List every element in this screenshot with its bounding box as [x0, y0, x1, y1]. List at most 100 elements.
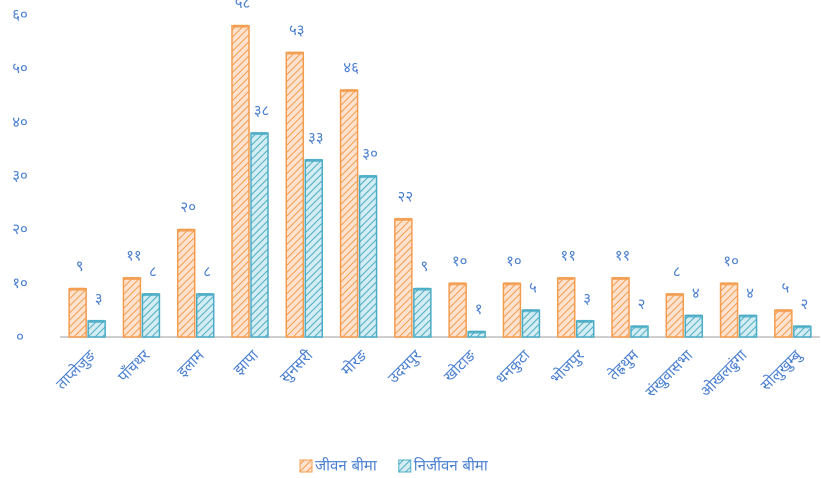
x-tick-label: तेह्रथुम — [604, 346, 643, 385]
value-label: ११ — [560, 246, 576, 264]
value-label: ५ — [529, 279, 537, 297]
y-tick-label: २० — [12, 220, 28, 238]
value-label: २२ — [398, 187, 414, 205]
value-label: ११ — [126, 246, 142, 264]
value-label: ५८ — [235, 0, 251, 12]
bar — [684, 314, 704, 338]
bar — [250, 132, 269, 338]
bar-top — [686, 314, 702, 318]
value-label: ४ — [746, 284, 754, 302]
legend-label: निर्जीवन बीमा — [414, 457, 489, 475]
y-tick-label: ४० — [12, 113, 28, 131]
value-label: २ — [800, 295, 808, 313]
value-label: ९ — [420, 257, 428, 275]
value-label: ५३ — [289, 21, 305, 39]
bar — [285, 51, 305, 338]
bar — [195, 293, 215, 338]
legend-swatch — [299, 459, 313, 473]
x-tick-label: ताप्लेजुङ — [52, 346, 100, 394]
bar — [774, 309, 793, 338]
value-label: ३० — [362, 145, 378, 163]
bar-top — [143, 293, 159, 297]
x-tick-label: इलाम — [174, 346, 209, 381]
bar-top — [794, 325, 810, 329]
bar — [304, 159, 324, 338]
x-tick-label: सुनसरी — [276, 346, 318, 388]
bar-top — [740, 314, 756, 318]
y-tick-label: ३० — [12, 167, 28, 185]
bar-top — [233, 24, 248, 28]
bar-top — [395, 217, 411, 221]
bar — [413, 287, 432, 338]
x-tick-label: ओखलढुंगा — [696, 345, 752, 401]
bar-top — [197, 293, 213, 297]
bar-top — [178, 228, 194, 232]
bar-top — [450, 282, 466, 286]
bar-top — [124, 276, 140, 280]
x-tick-label: झापा — [230, 346, 263, 379]
bar — [502, 282, 522, 338]
value-label: ३८ — [254, 102, 270, 120]
bar — [448, 282, 467, 338]
x-tick-label: उदयपुर — [384, 346, 426, 388]
bar — [176, 228, 196, 338]
bar — [394, 218, 413, 338]
bar — [575, 320, 595, 338]
bar — [68, 287, 87, 338]
y-tick-label: ६० — [12, 6, 28, 24]
bar-top — [613, 276, 628, 280]
bar — [141, 293, 161, 338]
value-label: ८ — [673, 263, 681, 281]
x-tick-label: संखुवासभा — [642, 346, 698, 402]
value-label: २ — [638, 295, 646, 313]
value-label: ३ — [95, 289, 103, 307]
bar-top — [577, 319, 593, 323]
value-label: १० — [452, 252, 468, 270]
bar-top — [523, 309, 539, 313]
x-tick-label: भोजपुर — [547, 346, 589, 388]
bar-top — [632, 325, 647, 329]
bar-top — [775, 309, 791, 313]
bar — [556, 277, 576, 338]
value-label: ३ — [583, 289, 591, 307]
bar — [521, 309, 541, 338]
x-tick-label: पाँचथर — [114, 346, 154, 386]
bar-top — [252, 132, 267, 136]
value-label: ९ — [76, 257, 84, 275]
x-tick-label: मोरङ — [338, 346, 371, 379]
bar — [122, 277, 142, 338]
value-label: ४६ — [343, 59, 359, 77]
x-tick-label: धनकुटा — [492, 345, 535, 388]
bar — [738, 314, 758, 338]
bar-top — [360, 175, 376, 178]
bar-top — [721, 282, 737, 286]
bar-top — [89, 319, 105, 323]
bar-top — [558, 276, 574, 280]
x-tick-label: खोटाङ — [440, 346, 479, 385]
bar-top — [341, 89, 357, 93]
bar — [358, 175, 378, 338]
value-label: १० — [723, 252, 739, 270]
bar — [611, 277, 630, 338]
bar-top — [469, 330, 485, 334]
bar — [231, 24, 250, 338]
value-label: १ — [475, 300, 483, 318]
bar-top — [504, 282, 520, 286]
bar — [719, 282, 739, 338]
bar — [87, 320, 106, 338]
legend-swatch — [398, 459, 412, 473]
y-tick-label: ५० — [12, 59, 28, 77]
bar-top — [287, 51, 303, 55]
value-label: ८ — [149, 263, 157, 281]
value-label: ५ — [781, 279, 789, 297]
value-label: ११ — [615, 246, 631, 264]
value-label: १० — [506, 252, 522, 270]
value-label: ८ — [203, 263, 211, 281]
bar-top — [306, 158, 322, 162]
bar — [665, 293, 685, 338]
y-tick-label: ० — [16, 328, 24, 346]
x-tick-label: सोलुखुम्बु — [757, 346, 806, 395]
bar-top — [414, 287, 430, 291]
bar — [339, 89, 359, 338]
value-label: ४ — [692, 284, 700, 302]
